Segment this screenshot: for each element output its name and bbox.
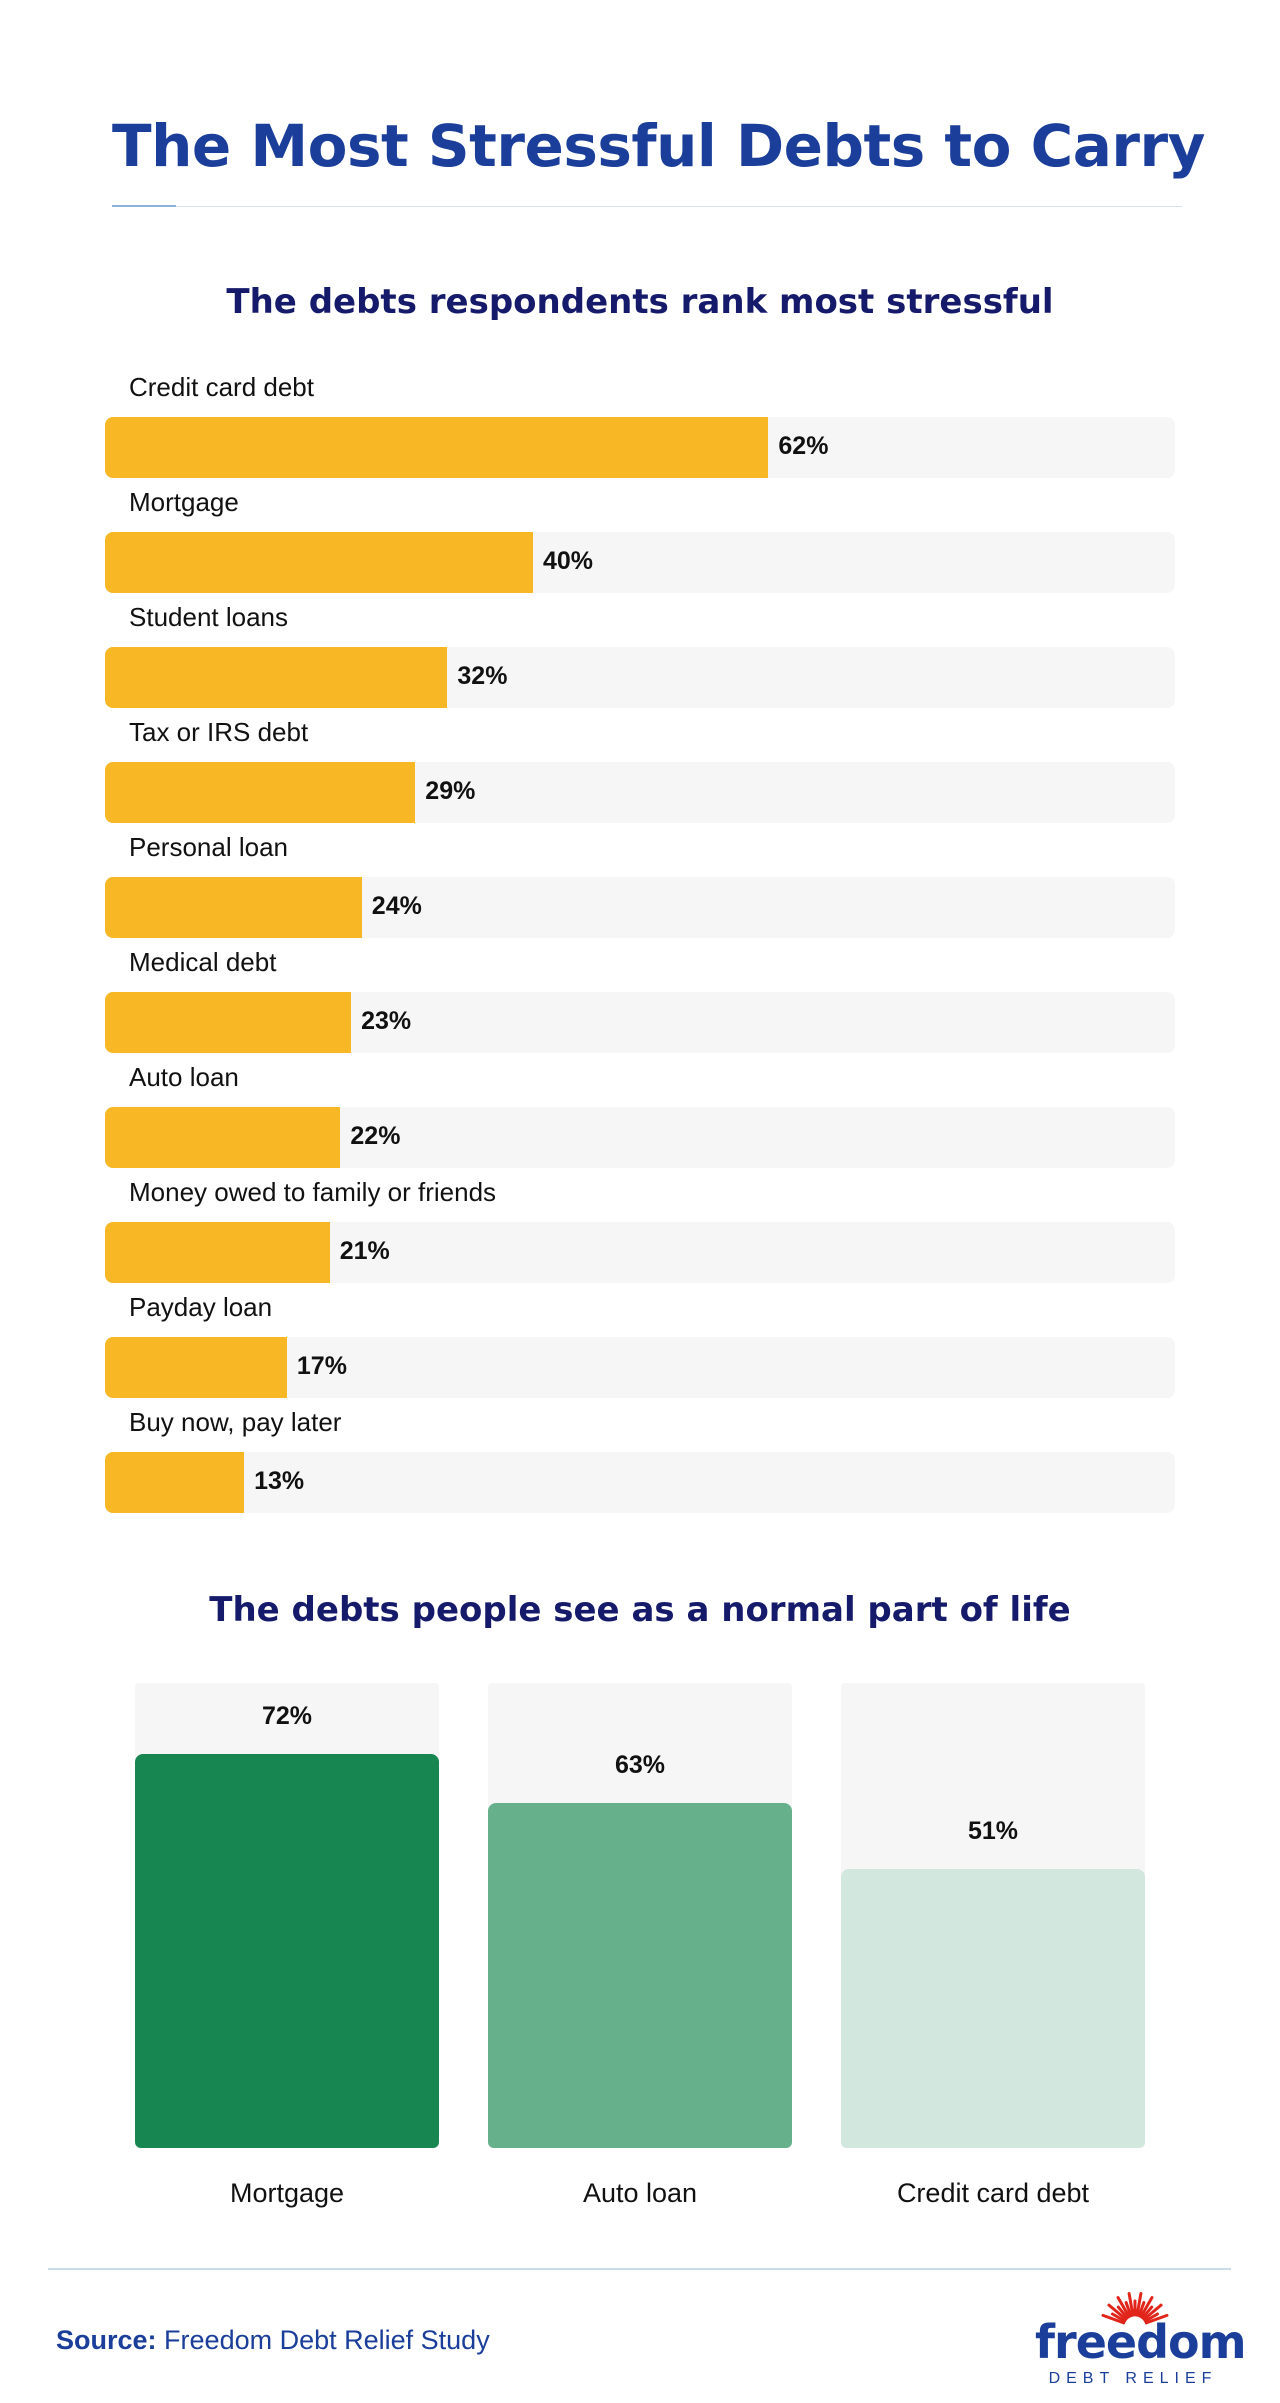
stress-row: Credit card debt 62% [105, 372, 1175, 487]
bar-value-label: 23% [361, 1007, 412, 1035]
column-value-label: 63% [614, 1751, 666, 1780]
bar-track [105, 1107, 1175, 1168]
bar-value-label: 29% [425, 777, 476, 805]
column-value-label: 51% [967, 1817, 1019, 1845]
normal-chart-title: The debts people see as a normal part of… [209, 1590, 1071, 1630]
bar-category-label: Buy now, pay later [129, 1407, 342, 1437]
stress-row: Medical debt 23% [105, 947, 1175, 1062]
stress-chart-title: The debts respondents rank most stressfu… [226, 282, 1054, 322]
bar-track [105, 877, 1175, 938]
bar-value-label: 62% [778, 432, 829, 460]
source-note: Source: Freedom Debt Relief Study [56, 2325, 490, 2356]
bar-track [105, 1452, 1175, 1513]
bar-value-label: 22% [350, 1122, 401, 1150]
bar [105, 877, 362, 938]
bar-track [105, 1337, 1175, 1398]
bar [105, 992, 352, 1053]
bar-value-label: 32% [457, 662, 508, 690]
bar-track [105, 417, 1175, 478]
bar-category-label: Auto loan [129, 1062, 239, 1092]
bar [105, 1452, 245, 1513]
bar-value-label: 21% [339, 1237, 390, 1265]
logo-wordmark: freedom [1035, 2315, 1247, 2369]
column-bar [488, 1803, 792, 2148]
logo-tagline: DEBT RELIEF [1048, 2370, 1218, 2387]
bar-value-label: 24% [371, 892, 422, 920]
column-bar [841, 1869, 1145, 2148]
bar [105, 417, 769, 478]
bar-track [105, 647, 1175, 708]
bar [105, 1107, 341, 1168]
column-category-label: Credit card debt [896, 2178, 1090, 2208]
bar-category-label: Credit card debt [129, 372, 314, 402]
bar [105, 532, 533, 593]
bar-track [105, 992, 1175, 1053]
column-value-label: 72% [261, 1702, 313, 1731]
bar [105, 1222, 330, 1283]
bar-category-label: Medical debt [129, 947, 277, 977]
stress-row: Payday loan 17% [105, 1292, 1175, 1407]
bar-category-label: Student loans [129, 602, 289, 632]
freedom-logo: freedom DEBT RELIEF [1035, 2275, 1247, 2387]
title-divider [112, 206, 1182, 207]
sunburst-icon [1101, 2292, 1169, 2325]
column-track: 72% [135, 1683, 439, 2148]
bar-track [105, 762, 1175, 823]
stress-row: Buy now, pay later 13% [105, 1407, 1175, 1522]
bar-category-label: Personal loan [129, 832, 288, 862]
bar-category-label: Payday loan [129, 1292, 273, 1322]
bar-track [105, 1222, 1175, 1283]
column-track: 51% [841, 1683, 1145, 2148]
stress-bar-chart: Credit card debt 62% Mortgage 40% Student lo… [105, 372, 1175, 1522]
bar-value-label: 40% [543, 547, 594, 575]
bar-category-label: Money owed to family or friends [129, 1177, 497, 1207]
bar [105, 647, 448, 708]
bar-category-label: Tax or IRS debt [129, 717, 309, 747]
page-title: The Most Stressful Debts to Carry [112, 112, 1205, 180]
source-text: Freedom Debt Relief Study [164, 2325, 490, 2355]
stress-row: Student loans 32% [105, 602, 1175, 717]
column-bar [135, 1754, 439, 2148]
stress-row: Auto loan 22% [105, 1062, 1175, 1177]
bar-value-label: 13% [254, 1467, 305, 1495]
bar [105, 762, 416, 823]
column-category-label: Mortgage [229, 2178, 345, 2208]
normal-bar-chart: 72% 63% 51% [135, 1683, 1145, 2153]
stress-row: Personal loan 24% [105, 832, 1175, 947]
source-key: Source: [56, 2325, 157, 2355]
bar-track [105, 532, 1175, 593]
bar [105, 1337, 287, 1398]
column-category-label: Auto loan [582, 2178, 698, 2208]
stress-row: Money owed to family or friends 21% [105, 1177, 1175, 1292]
stress-row: Mortgage 40% [105, 487, 1175, 602]
bar-category-label: Mortgage [129, 487, 239, 517]
title-divider-accent [112, 205, 176, 207]
bar-value-label: 17% [296, 1352, 347, 1380]
footer-divider [48, 2268, 1231, 2270]
stress-row: Tax or IRS debt 29% [105, 717, 1175, 832]
column-track: 63% [488, 1683, 792, 2148]
